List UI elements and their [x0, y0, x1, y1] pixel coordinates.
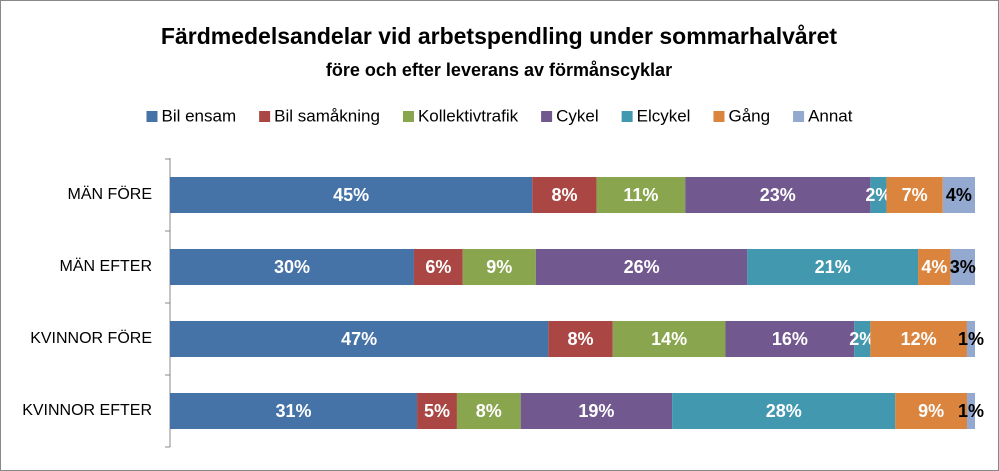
data-label: 45% — [333, 185, 369, 205]
data-label: 8% — [551, 185, 577, 205]
bar-segment — [870, 321, 967, 357]
legend-swatch — [402, 111, 414, 122]
data-label: 3% — [950, 257, 976, 277]
data-label: 9% — [486, 257, 512, 277]
category-label: KVINNOR FÖRE — [30, 329, 152, 347]
bar-segment — [747, 249, 919, 285]
data-label: 28% — [766, 401, 802, 421]
data-label: 2% — [865, 185, 891, 205]
legend-swatch — [259, 111, 271, 122]
bar-segment — [966, 321, 975, 357]
data-label: 12% — [901, 329, 937, 349]
bar-segment — [413, 249, 463, 285]
data-label: 23% — [760, 185, 796, 205]
legend-label: Bil ensam — [161, 106, 236, 125]
legend-label: Kollektivtrafik — [418, 106, 519, 125]
legend-swatch — [146, 111, 158, 122]
bar-segment — [942, 177, 975, 213]
bar-segment — [967, 393, 975, 429]
bar-segment — [886, 177, 943, 213]
data-label: 14% — [651, 329, 687, 349]
bar-segment — [895, 393, 968, 429]
data-label: 9% — [918, 401, 944, 421]
bar-segment — [854, 321, 871, 357]
data-label: 6% — [425, 257, 451, 277]
legend-swatch — [621, 111, 633, 122]
category-label: KVINNOR EFTER — [22, 402, 152, 419]
bar-segment — [725, 321, 855, 357]
category-label: MÄN EFTER — [60, 257, 152, 275]
bar-segment — [535, 249, 748, 285]
data-label: 8% — [476, 401, 502, 421]
data-label: 8% — [568, 329, 594, 349]
data-label: 30% — [274, 257, 310, 277]
chart-subtitle: före och efter leverans av förmånscyklar — [326, 60, 672, 80]
legend-label: Bil samåkning — [274, 106, 380, 125]
bar-segment — [170, 393, 418, 429]
legend-swatch — [541, 111, 553, 122]
bar-segment — [596, 177, 686, 213]
bar-segment — [532, 177, 597, 213]
data-label: 7% — [902, 185, 928, 205]
bar-segment — [548, 321, 613, 357]
chart-title: Färdmedelsandelar vid arbetspendling und… — [161, 23, 837, 49]
legend-swatch — [713, 111, 725, 122]
category-label: MÄN FÖRE — [68, 185, 152, 203]
bar-segment — [170, 321, 549, 357]
bar-segment — [870, 177, 887, 213]
data-label: 1% — [958, 401, 984, 421]
data-label: 16% — [772, 329, 808, 349]
legend-swatch — [793, 111, 805, 122]
bar-segment — [456, 393, 521, 429]
data-label: 2% — [849, 329, 875, 349]
bar-segment — [612, 321, 726, 357]
bar-segment — [417, 393, 457, 429]
data-label: 4% — [946, 185, 972, 205]
bar-segment — [672, 393, 896, 429]
data-label: 11% — [623, 185, 658, 205]
data-label: 4% — [921, 257, 947, 277]
data-label: 21% — [815, 257, 851, 277]
legend-label: Annat — [808, 106, 853, 125]
data-label: 5% — [424, 401, 450, 421]
bar-segment — [170, 249, 414, 285]
bar-segment — [520, 393, 673, 429]
data-label: 26% — [624, 257, 660, 277]
legend-label: Cykel — [556, 106, 599, 125]
bar-segment — [170, 177, 533, 213]
bar-segment — [950, 249, 975, 285]
bar-segment — [685, 177, 871, 213]
bar-segment — [462, 249, 536, 285]
bar-segment — [918, 249, 951, 285]
data-label: 31% — [276, 401, 312, 421]
data-label: 47% — [341, 329, 377, 349]
legend-label: Gång — [728, 106, 770, 125]
data-label: 19% — [578, 401, 614, 421]
legend-label: Elcykel — [637, 106, 691, 125]
data-label: 1% — [958, 329, 984, 349]
